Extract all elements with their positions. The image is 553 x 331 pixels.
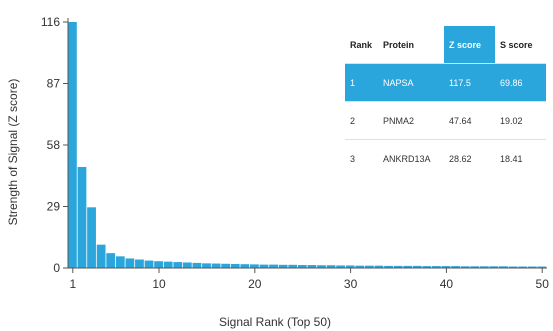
protein-cell: PNMA2 xyxy=(383,115,415,126)
bar-rank-34 xyxy=(384,265,393,268)
bar-rank-11 xyxy=(163,261,173,268)
rank-cell: 1 xyxy=(345,63,378,102)
bar-rank-22 xyxy=(269,264,278,268)
protein-column-header: Protein xyxy=(383,39,415,50)
bar-rank-23 xyxy=(278,264,288,268)
y-axis-ticks: 0 29 58 87 116 xyxy=(41,15,68,275)
x-tick-label: 10 xyxy=(152,277,166,291)
bar-rank-18 xyxy=(230,263,240,268)
bar-rank-35 xyxy=(393,265,403,268)
z-score-cell: 117.5 xyxy=(444,63,495,102)
bar-rank-6 xyxy=(115,256,125,268)
bar-rank-27 xyxy=(317,265,326,268)
bar-rank-41 xyxy=(451,266,460,268)
bar-rank-38 xyxy=(422,266,432,268)
bar-rank-21 xyxy=(259,264,269,268)
rank-column-header: Rank xyxy=(350,39,373,50)
y-tick-label: 116 xyxy=(41,15,60,29)
s-score-column-header: S score xyxy=(500,39,533,50)
table-row: 2 PNMA2 47.64 19.02 xyxy=(345,101,546,140)
bar-rank-43 xyxy=(470,266,480,268)
x-tick-label: 30 xyxy=(344,277,358,291)
bar-rank-40 xyxy=(441,266,451,268)
bar-rank-10 xyxy=(154,261,163,268)
bar-rank-50 xyxy=(537,266,547,268)
y-tick-label: 58 xyxy=(47,138,61,152)
z-score-cell: 47.64 xyxy=(449,115,472,126)
x-tick-label: 20 xyxy=(248,277,262,291)
bar-rank-42 xyxy=(460,266,470,268)
s-score-cell: 18.41 xyxy=(500,153,523,164)
y-tick-label: 87 xyxy=(47,77,61,91)
bar-rank-36 xyxy=(403,265,413,268)
z-score-column-header: Z score xyxy=(444,26,495,64)
bar-rank-17 xyxy=(221,263,231,268)
bar-rank-29 xyxy=(336,265,346,268)
bar-rank-13 xyxy=(182,262,192,268)
bar-rank-16 xyxy=(211,263,221,268)
bar-rank-12 xyxy=(173,262,183,268)
bar-rank-39 xyxy=(432,266,441,268)
bar-rank-5 xyxy=(106,253,116,268)
x-tick-label: 50 xyxy=(536,277,550,291)
table-row: 1 NAPSA 117.5 69.86 xyxy=(345,63,546,102)
bar-rank-37 xyxy=(412,265,422,268)
rank-cell: 3 xyxy=(350,153,356,164)
bar-rank-20 xyxy=(250,264,259,268)
bar-rank-47 xyxy=(508,266,518,268)
bar-rank-15 xyxy=(202,263,211,268)
y-axis-title: Strength of Signal (Z score) xyxy=(6,79,20,226)
bar-rank-45 xyxy=(489,266,499,268)
z-score-cell: 28.62 xyxy=(449,153,472,164)
bar-rank-7 xyxy=(125,258,135,268)
s-score-cell: 69.86 xyxy=(495,63,546,102)
x-tick-label: 1 xyxy=(69,277,76,291)
bar-rank-44 xyxy=(479,266,489,268)
bar-rank-14 xyxy=(192,262,202,268)
bar-rank-3 xyxy=(87,207,96,268)
table-header-row: Rank Protein Z score S score xyxy=(345,26,546,64)
bar-rank-30 xyxy=(345,265,355,268)
bar-rank-48 xyxy=(518,266,528,268)
bar-rank-26 xyxy=(307,265,317,268)
protein-cell: ANKRD13A xyxy=(383,153,431,164)
s-score-cell: 19.02 xyxy=(500,115,523,126)
table-row: 3 ANKRD13A 28.62 18.41 xyxy=(345,139,546,178)
bar-rank-33 xyxy=(374,265,384,268)
bar-rank-4 xyxy=(96,244,106,268)
y-tick-label: 29 xyxy=(47,200,61,214)
bar-rank-1 xyxy=(68,22,77,268)
bar-rank-28 xyxy=(326,265,336,268)
y-tick-label: 0 xyxy=(53,261,60,275)
bars-group xyxy=(68,22,547,268)
bar-rank-2 xyxy=(77,166,87,268)
protein-cell: NAPSA xyxy=(378,63,444,102)
x-axis-title: Signal Rank (Top 50) xyxy=(219,315,331,329)
top-hits-table: Rank Protein Z score S score 1 NAPSA 117… xyxy=(345,26,546,177)
bar-rank-19 xyxy=(240,264,250,268)
bar-rank-9 xyxy=(144,260,154,268)
bar-rank-46 xyxy=(499,266,508,268)
x-axis-ticks: 1 10 20 30 40 50 xyxy=(69,268,549,291)
bar-rank-24 xyxy=(288,264,298,268)
bar-rank-31 xyxy=(355,265,365,268)
bar-rank-49 xyxy=(527,266,537,268)
x-tick-label: 40 xyxy=(440,277,454,291)
bar-rank-25 xyxy=(297,265,307,268)
rank-cell: 2 xyxy=(350,115,356,126)
bar-rank-8 xyxy=(135,259,144,268)
bar-rank-32 xyxy=(364,265,374,268)
